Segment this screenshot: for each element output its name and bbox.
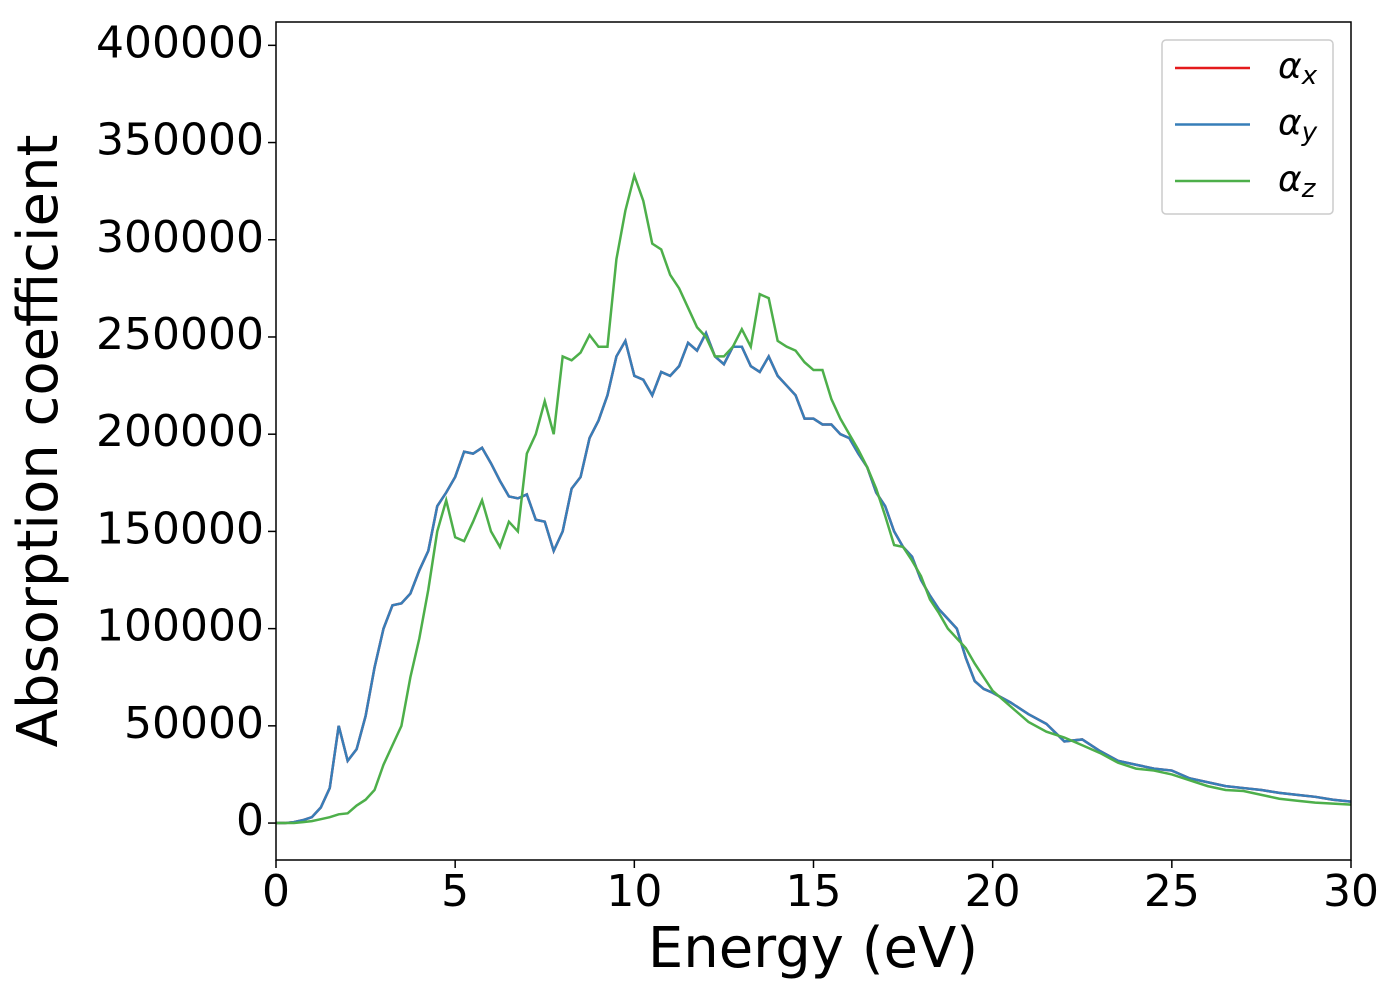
series-line — [276, 171, 1351, 825]
y-tick-label: 200000 — [96, 406, 264, 457]
plot-frame — [275, 21, 1352, 861]
y-tick-label: 400000 — [96, 17, 264, 68]
x-tick-label: 5 — [441, 866, 469, 917]
x-tick-label: 20 — [965, 866, 1021, 917]
x-axis-label: Energy (eV) — [648, 916, 978, 981]
legend-label: αy — [1278, 103, 1318, 148]
legend-box — [1161, 39, 1334, 215]
x-tick-label: 30 — [1323, 866, 1379, 917]
y-tick-label: 100000 — [96, 601, 264, 652]
y-tick-label: 350000 — [96, 115, 264, 166]
legend-label: αz — [1278, 159, 1317, 204]
y-tick-label: 0 — [236, 795, 264, 846]
x-tick-label: 10 — [606, 866, 662, 917]
y-tick-label: 50000 — [124, 698, 264, 749]
y-axis-label: Absorption coefficient — [6, 135, 71, 748]
y-tick-label: 150000 — [96, 503, 264, 554]
series-line — [276, 330, 1351, 825]
y-tick-label: 300000 — [96, 212, 264, 263]
legend-label: αx — [1278, 46, 1318, 91]
y-tick-label: 250000 — [96, 309, 264, 360]
x-tick-label: 0 — [262, 866, 290, 917]
x-tick-label: 15 — [786, 866, 842, 917]
x-tick-label: 25 — [1144, 866, 1200, 917]
series-line — [276, 330, 1351, 825]
